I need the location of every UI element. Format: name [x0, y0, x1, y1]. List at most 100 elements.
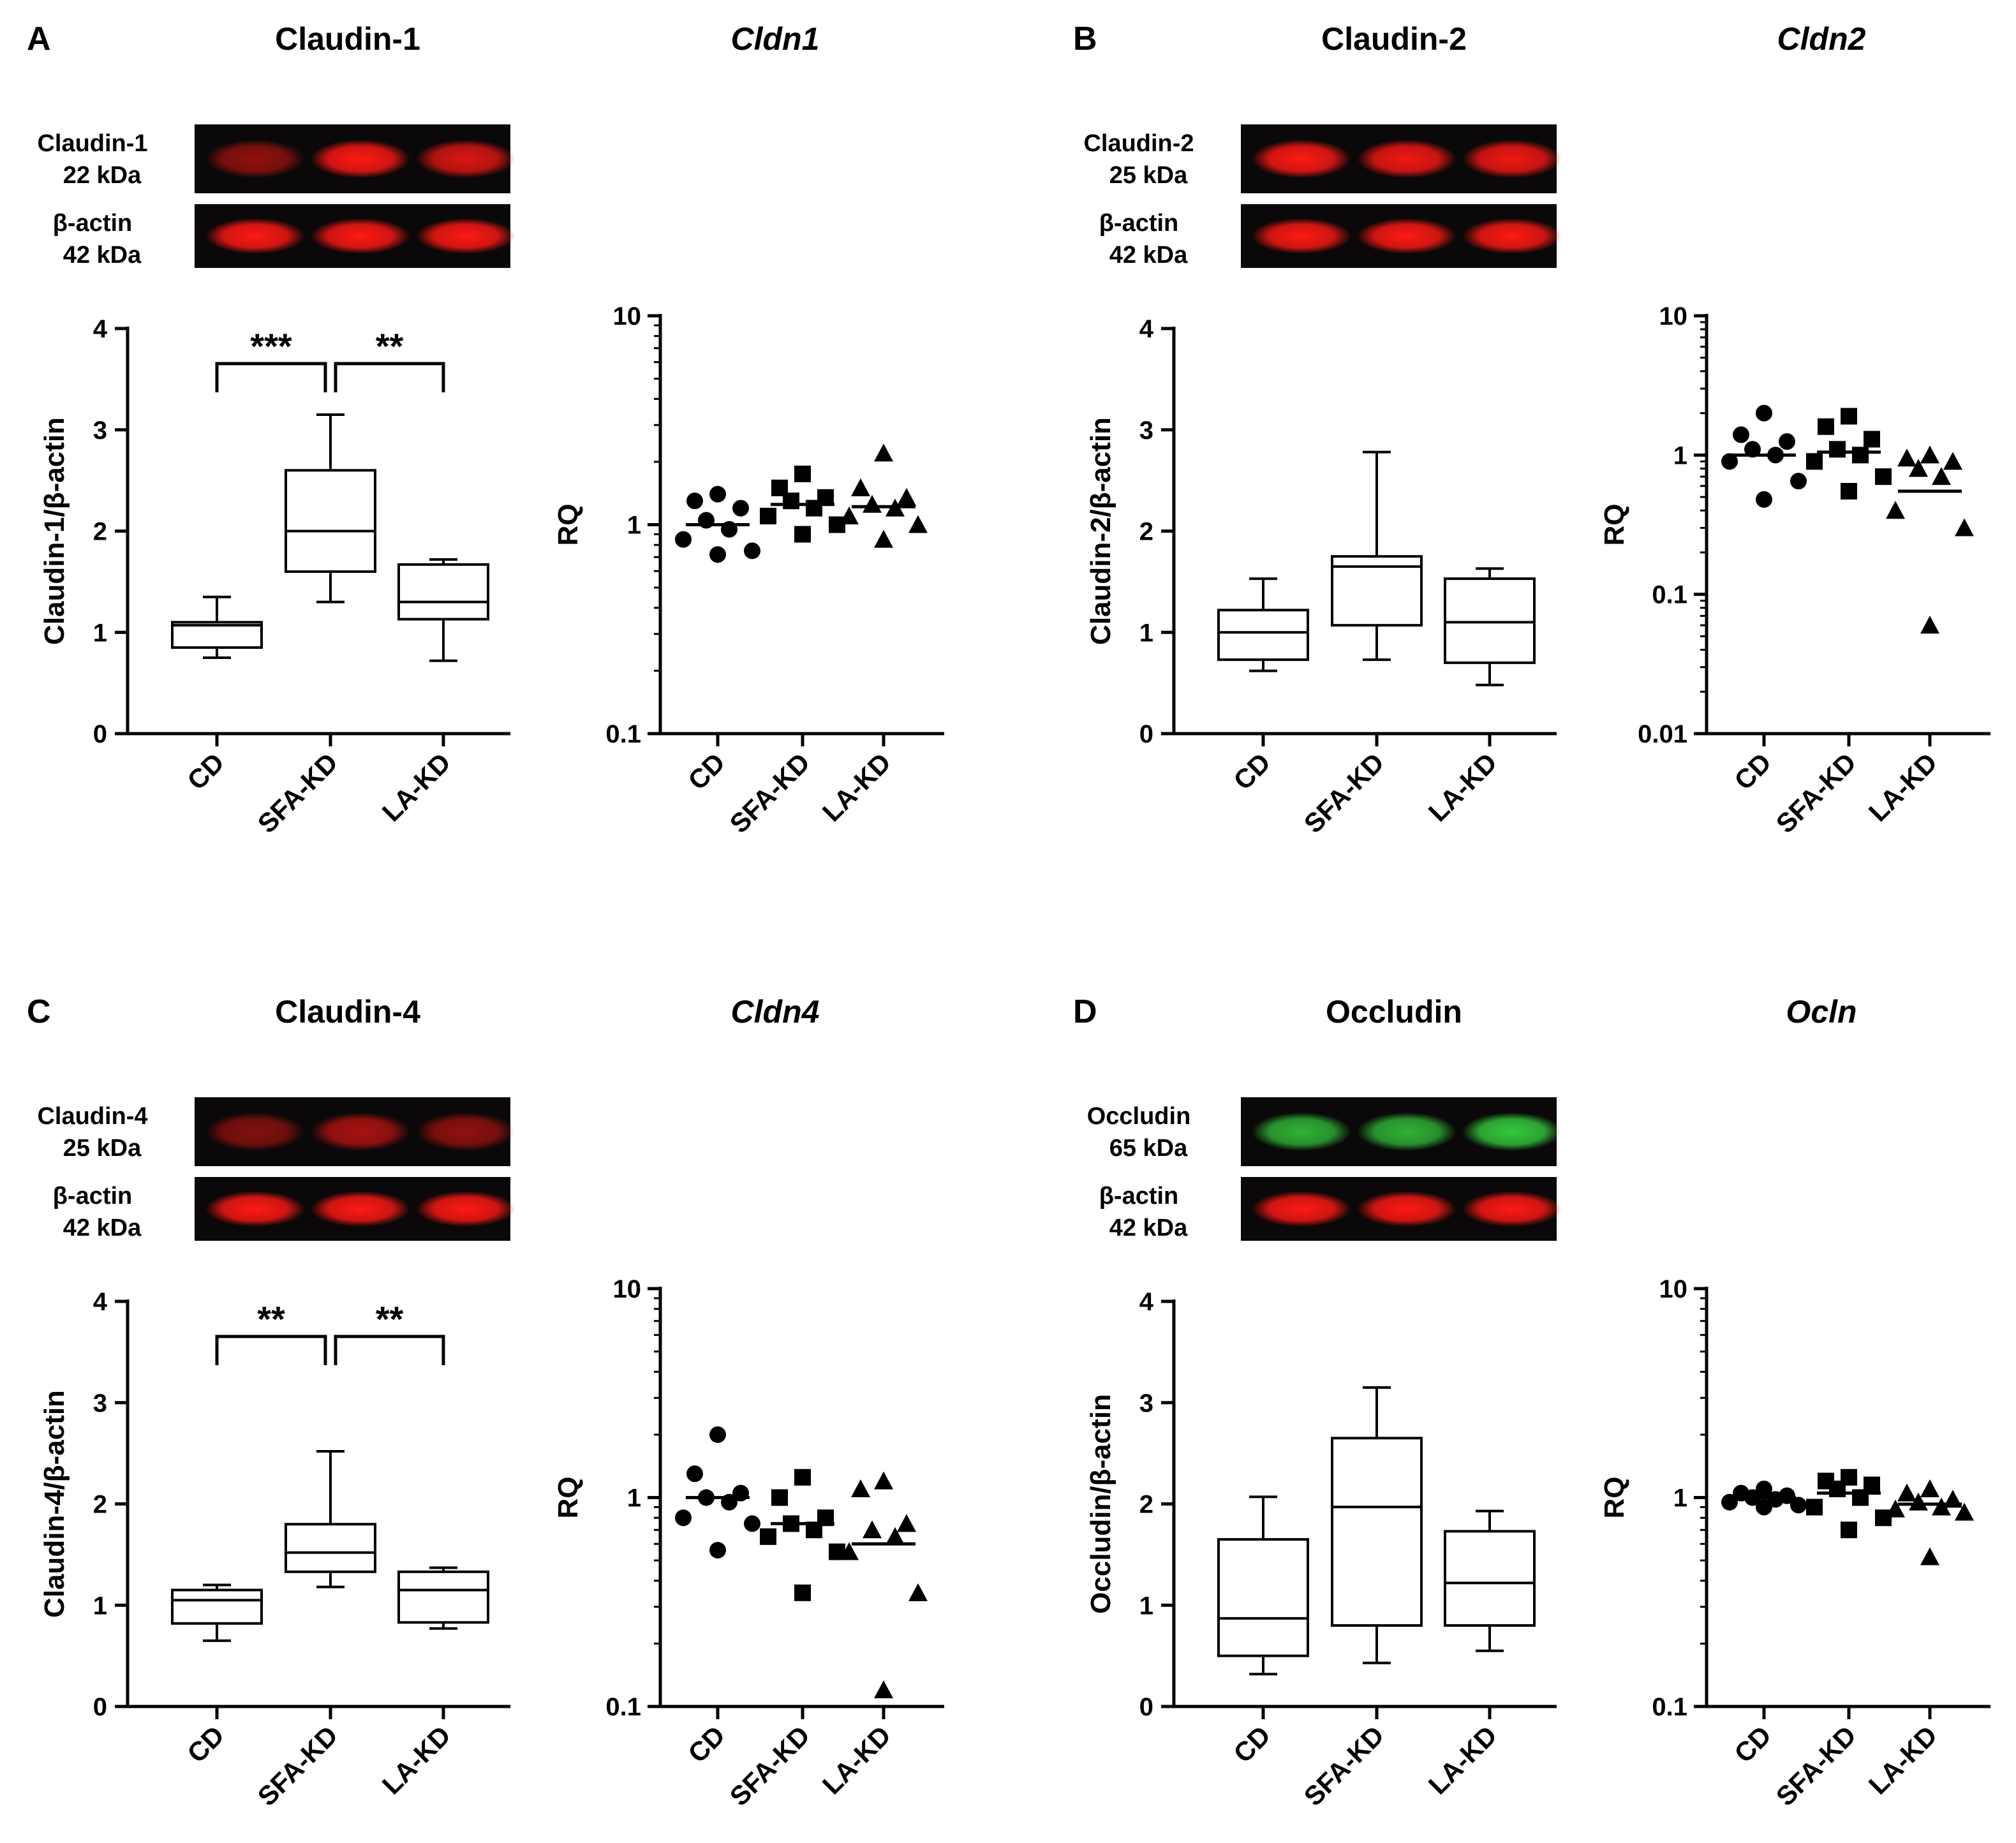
x-tick-label: CD	[181, 747, 230, 796]
blot-band	[416, 218, 515, 254]
x-tick-label: LA-KD	[376, 747, 457, 827]
y-tick-label: 3	[1139, 417, 1153, 445]
data-point	[709, 1426, 726, 1443]
blot-band	[1462, 1112, 1562, 1151]
panel-b: B Claudin-2 Cldn2 Claudin-2 25 kDa β-actin 42 …	[1073, 20, 1990, 839]
blot-kda-label: 42 kDa	[63, 242, 142, 269]
y-tick-label: 3	[93, 417, 107, 445]
data-point	[1932, 467, 1951, 485]
data-point	[1756, 1480, 1772, 1497]
data-point	[806, 500, 822, 517]
data-point	[863, 1520, 882, 1539]
x-tick-label: LA-KD	[1423, 747, 1503, 827]
x-tick-label: SFA-KD	[252, 747, 344, 839]
gene-title: Cldn4	[731, 994, 820, 1030]
box-la-kd: LA-KD	[1423, 567, 1536, 827]
y-tick-label: 0.1	[605, 720, 641, 748]
blot-band	[416, 1112, 515, 1151]
blot-band	[311, 218, 410, 254]
blot-protein-label: β-actin	[1099, 210, 1179, 237]
data-point	[886, 1527, 905, 1545]
x-tick-label: CD	[682, 1720, 730, 1768]
box-la-kd: LA-KD	[1423, 1509, 1536, 1800]
data-point	[1806, 453, 1823, 470]
data-point	[1829, 441, 1846, 458]
gene-title: Cldn1	[731, 21, 820, 57]
blot-band	[205, 1112, 305, 1151]
box-sfa-kd: SFA-KD	[1298, 450, 1423, 839]
x-tick-label: CD	[181, 1720, 230, 1768]
panel-c: C Claudin-4 Cldn4 Claudin-4 25 kDa β-actin 42 …	[27, 993, 944, 1812]
y-tick-label: 2	[1139, 1491, 1153, 1519]
data-point	[1744, 441, 1761, 458]
iqr-box	[1331, 1437, 1423, 1627]
data-point	[840, 506, 859, 524]
data-point	[1790, 473, 1807, 490]
y-axis-label: RQ	[1599, 1477, 1630, 1519]
panel-d: D Occludin Ocln Occludin 65 kDa β-actin 42 kDa…	[1073, 993, 1990, 1812]
x-tick-label: LA-KD	[817, 747, 897, 827]
blot-band	[416, 139, 515, 179]
points-sfa-kd: SFA-KD	[1770, 408, 1892, 839]
box-la-kd: LA-KD	[376, 1566, 489, 1800]
panel-letter: B	[1073, 20, 1097, 57]
data-point	[1932, 1497, 1951, 1516]
y-tick-label: 0	[93, 1693, 107, 1721]
box-cd: CD	[171, 595, 263, 796]
blot-title: Claudin-2	[1321, 21, 1467, 57]
iqr-box	[1444, 577, 1536, 664]
data-point	[908, 515, 928, 533]
blot-band	[311, 1191, 410, 1227]
y-tick-label: 0.01	[1638, 720, 1687, 748]
blot-protein-label: Claudin-1	[37, 130, 147, 157]
blot-band	[205, 139, 305, 179]
data-point	[863, 494, 882, 513]
data-point	[1920, 616, 1939, 634]
x-tick-label: SFA-KD	[724, 747, 816, 839]
blot-band	[1252, 139, 1351, 179]
x-tick-label: LA-KD	[1863, 1720, 1943, 1800]
y-tick-label: 0	[1139, 1693, 1153, 1721]
x-tick-label: CD	[1227, 747, 1276, 796]
blot-kda-label: 25 kDa	[63, 1135, 142, 1162]
y-tick-label: 4	[1139, 1288, 1154, 1316]
y-tick-label: 0.1	[605, 1693, 641, 1721]
iqr-box	[397, 563, 489, 621]
data-point	[1841, 408, 1857, 425]
blot-target-strip	[1241, 1097, 1562, 1166]
blot-protein-label: β-actin	[53, 210, 133, 237]
data-point	[760, 507, 776, 524]
data-point	[1886, 501, 1905, 519]
data-point	[1756, 491, 1772, 508]
data-point	[1779, 433, 1795, 450]
y-tick-label: 4	[1139, 315, 1154, 343]
blot-protein-label: β-actin	[1099, 1183, 1179, 1210]
data-point	[1909, 1492, 1928, 1511]
data-point	[709, 546, 726, 563]
panel-letter: A	[27, 20, 51, 57]
box-sfa-kd: SFA-KD	[252, 1449, 376, 1812]
x-tick-label: LA-KD	[376, 1720, 457, 1800]
points-cd: CD	[1721, 404, 1807, 796]
blot-band	[311, 139, 410, 179]
panel-a: A Claudin-1 Cldn1 Claudin-1 22 kDa β-actin 42 …	[27, 20, 944, 839]
data-point	[1790, 1497, 1807, 1514]
y-tick-label: 4	[93, 315, 108, 343]
blot-loading-strip	[195, 204, 515, 268]
points-sfa-kd: SFA-KD	[724, 465, 845, 839]
y-tick-label: 4	[93, 1288, 108, 1316]
x-tick-label: CD	[682, 747, 730, 796]
blot-kda-label: 65 kDa	[1109, 1135, 1188, 1162]
data-point	[1909, 459, 1928, 477]
y-tick-label: 1	[1673, 1484, 1687, 1513]
data-point	[1955, 518, 1974, 537]
x-tick-label: LA-KD	[1863, 747, 1943, 827]
y-tick-label: 2	[93, 1491, 107, 1519]
x-tick-label: CD	[1227, 1720, 1276, 1768]
blot-title: Claudin-4	[275, 994, 420, 1030]
data-point	[709, 1541, 726, 1558]
box-la-kd: LA-KD	[376, 558, 489, 827]
